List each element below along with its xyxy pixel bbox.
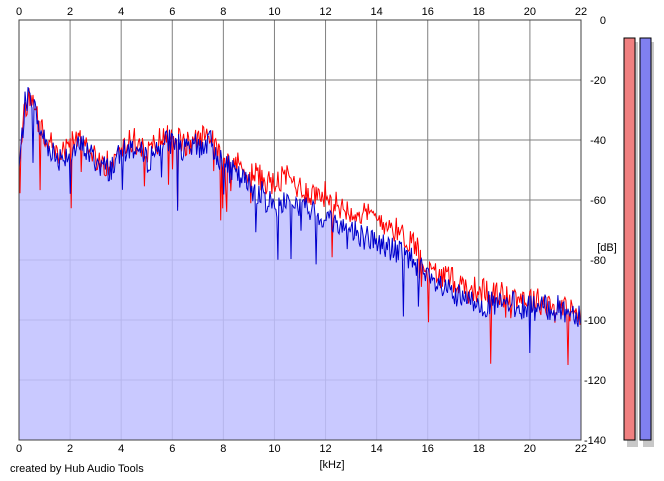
series-blue-line bbox=[18, 86, 582, 354]
y-tick-label: -140 bbox=[584, 435, 606, 447]
meter-right bbox=[639, 37, 652, 441]
credit-text: created by Hub Audio Tools bbox=[10, 463, 144, 475]
x-tick-label-bottom: 8 bbox=[220, 443, 226, 455]
x-tick-label-bottom: 20 bbox=[524, 443, 536, 455]
meter-left bbox=[623, 37, 636, 441]
y-tick-label: -20 bbox=[590, 75, 606, 87]
x-tick-label-top: 22 bbox=[575, 6, 587, 18]
y-axis-label: [dB] bbox=[597, 242, 617, 254]
x-tick-label-top: 20 bbox=[524, 6, 536, 18]
plot-frame bbox=[18, 19, 582, 441]
axes: 002244668810101212141416161818202022220-… bbox=[16, 6, 606, 455]
x-tick-label-top: 8 bbox=[220, 6, 226, 18]
x-tick-label-bottom: 0 bbox=[16, 443, 22, 455]
x-tick-label-bottom: 16 bbox=[422, 443, 434, 455]
y-tick-label: -40 bbox=[590, 135, 606, 147]
x-tick-label-top: 2 bbox=[67, 6, 73, 18]
x-tick-label-top: 12 bbox=[319, 6, 331, 18]
x-tick-label-bottom: 6 bbox=[169, 443, 175, 455]
spectrum-area bbox=[19, 87, 581, 440]
level-meters bbox=[623, 37, 654, 447]
x-axis-label: [kHz] bbox=[319, 459, 344, 471]
x-tick-label-bottom: 12 bbox=[319, 443, 331, 455]
x-tick-label-top: 16 bbox=[422, 6, 434, 18]
y-tick-label: -80 bbox=[590, 255, 606, 267]
x-tick-label-bottom: 10 bbox=[268, 443, 280, 455]
x-tick-label-top: 14 bbox=[371, 6, 383, 18]
y-tick-label: -100 bbox=[584, 315, 606, 327]
x-tick-label-top: 0 bbox=[16, 6, 22, 18]
x-tick-label-bottom: 22 bbox=[575, 443, 587, 455]
y-tick-label: -120 bbox=[584, 375, 606, 387]
x-tick-label-top: 10 bbox=[268, 6, 280, 18]
area-fill bbox=[19, 87, 581, 440]
x-tick-label-top: 18 bbox=[473, 6, 485, 18]
x-tick-label-top: 4 bbox=[118, 6, 124, 18]
x-tick-label-bottom: 4 bbox=[118, 443, 124, 455]
x-tick-label-bottom: 2 bbox=[67, 443, 73, 455]
y-tick-label: 0 bbox=[600, 15, 606, 27]
y-tick-label: -60 bbox=[590, 195, 606, 207]
spectrum-lines bbox=[18, 86, 582, 366]
x-tick-label-bottom: 14 bbox=[371, 443, 383, 455]
x-tick-label-bottom: 18 bbox=[473, 443, 485, 455]
x-tick-label-top: 6 bbox=[169, 6, 175, 18]
